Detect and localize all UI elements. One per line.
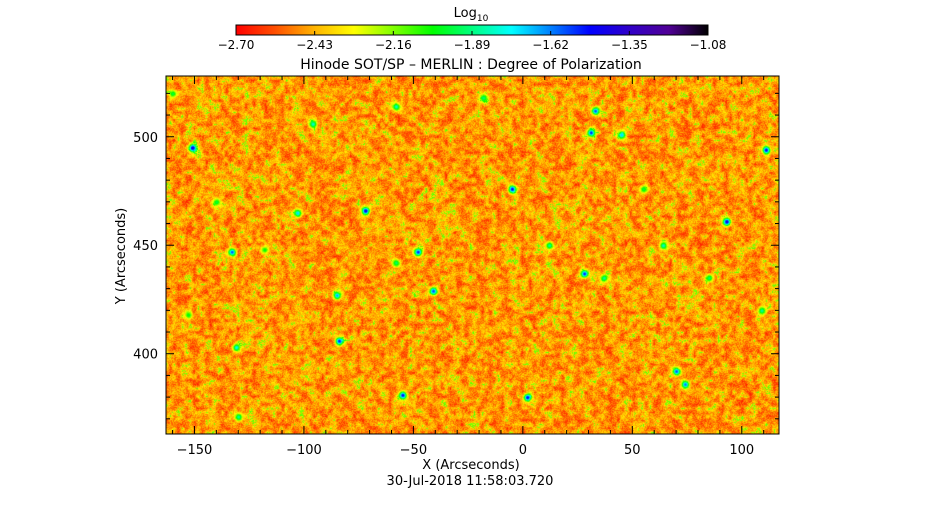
colorbar-ticks: −2.70 −2.43 −2.16 −1.89 −1.62 −1.35 −1.08 bbox=[218, 31, 727, 52]
x-tick-label: −100 bbox=[286, 443, 322, 458]
colorbar-tick-label: −1.89 bbox=[454, 38, 491, 52]
x-tick-label: 0 bbox=[519, 443, 527, 458]
x-axis-label: X (Arcseconds) bbox=[422, 458, 519, 473]
y-tick-label: 500 bbox=[133, 131, 158, 146]
x-tick-label: −150 bbox=[177, 443, 213, 458]
plot-frame bbox=[165, 75, 780, 435]
x-axis-ticks: −150 −100 −50 0 50 100 bbox=[172, 76, 765, 458]
x-tick-label: −50 bbox=[400, 443, 427, 458]
y-axis-label: Y (Arcseconds) bbox=[114, 208, 129, 305]
colorbar-tick-label: −1.62 bbox=[532, 38, 569, 52]
y-tick-label: 450 bbox=[133, 239, 158, 254]
y-tick-label: 400 bbox=[133, 348, 158, 363]
colorbar-tick-label: −2.70 bbox=[218, 38, 255, 52]
y-axis-ticks: 400 450 500 bbox=[133, 92, 779, 420]
heatmap-image bbox=[166, 76, 779, 434]
x-tick-label: 100 bbox=[729, 443, 754, 458]
colorbar-tick-label: −2.43 bbox=[296, 38, 333, 52]
colorbar: Log10 −2.70 −2.43 −2.16 −1.89 −1.62 −1.35 −1.0… bbox=[218, 6, 727, 52]
plot-area: −150 −100 −50 0 50 100 400 450 500 bbox=[133, 75, 780, 458]
colorbar-tick-label: −2.16 bbox=[375, 38, 412, 52]
colorbar-label: Log10 bbox=[454, 6, 489, 24]
x-tick-label: 50 bbox=[624, 443, 641, 458]
colorbar-label-base: Log bbox=[454, 6, 477, 21]
colorbar-tick-label: −1.08 bbox=[690, 38, 727, 52]
timestamp: 30-Jul-2018 11:58:03.720 bbox=[387, 474, 554, 489]
colorbar-tick-label: −1.35 bbox=[611, 38, 648, 52]
colorbar-label-sub: 10 bbox=[477, 14, 489, 24]
chart-title: Hinode SOT/SP – MERLIN : Degree of Polar… bbox=[300, 57, 642, 73]
